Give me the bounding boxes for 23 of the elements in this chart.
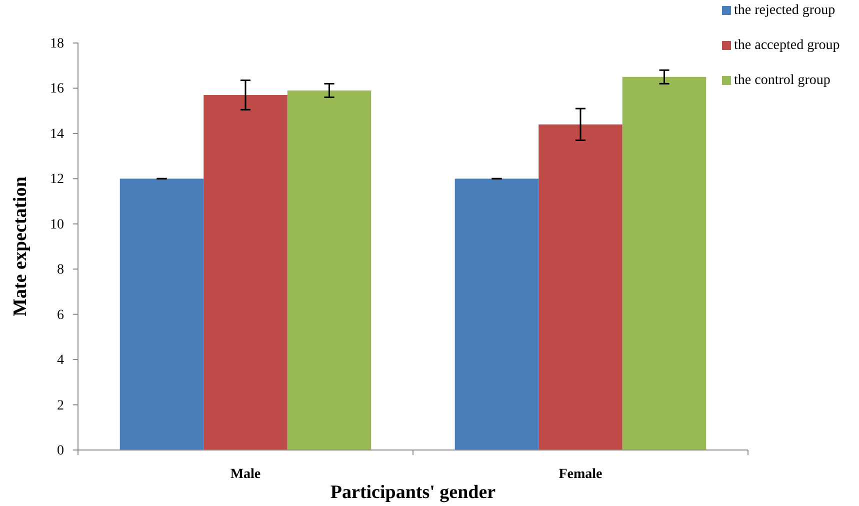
y-tick-label: 8 <box>57 262 64 278</box>
y-tick-label: 6 <box>57 308 64 323</box>
y-tick-label: 18 <box>50 36 64 52</box>
y-tick-label: 0 <box>57 443 64 458</box>
y-tick-label: 14 <box>50 126 64 142</box>
bar <box>120 178 204 450</box>
y-tick-label: 2 <box>57 398 64 414</box>
bar <box>204 95 288 450</box>
x-axis-title: Participants' gender <box>330 482 496 503</box>
bar <box>538 124 622 450</box>
bar <box>454 178 539 450</box>
y-tick-label: 10 <box>50 217 64 232</box>
bar <box>622 76 706 450</box>
legend-label: the control group <box>734 73 830 88</box>
bar <box>287 90 372 450</box>
legend-label: the rejected group <box>734 3 836 18</box>
y-axis-title: Mate expectation <box>10 176 31 316</box>
y-tick-label: 4 <box>57 353 64 368</box>
x-tick-label: Female <box>558 467 602 482</box>
y-tick-label: 16 <box>50 82 64 97</box>
legend-label: the accepted group <box>734 38 840 53</box>
y-tick-label: 12 <box>50 172 64 188</box>
x-tick-label: Male <box>230 467 261 482</box>
